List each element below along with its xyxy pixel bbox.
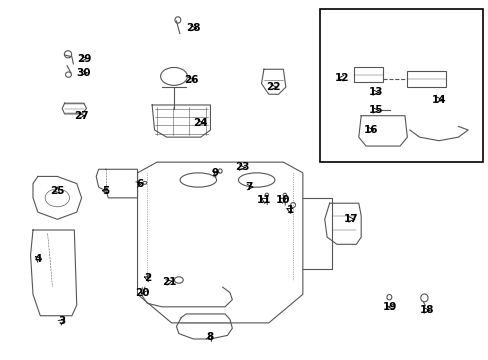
Text: 16: 16 (363, 125, 377, 135)
Text: 4: 4 (34, 253, 41, 264)
Text: 12: 12 (334, 73, 348, 83)
Text: 30: 30 (77, 68, 91, 78)
Text: 21: 21 (162, 277, 176, 287)
Text: 22: 22 (266, 82, 280, 92)
Text: 24: 24 (193, 118, 207, 128)
Text: 6: 6 (136, 179, 143, 189)
Text: 7: 7 (245, 182, 252, 192)
Text: 26: 26 (183, 75, 198, 85)
Text: 3: 3 (59, 316, 66, 326)
Text: 23: 23 (234, 162, 249, 172)
Text: 19: 19 (383, 302, 397, 312)
Text: 27: 27 (74, 111, 89, 121)
Text: 18: 18 (419, 305, 433, 315)
Bar (407, 71, 446, 87)
Text: 17: 17 (344, 214, 358, 224)
Text: 10: 10 (276, 195, 290, 204)
Text: 2: 2 (143, 273, 151, 283)
Text: 28: 28 (186, 23, 200, 33)
Text: 8: 8 (206, 332, 214, 342)
Text: 9: 9 (211, 168, 219, 178)
Text: 14: 14 (431, 95, 446, 105)
Text: 25: 25 (50, 186, 64, 196)
Text: 15: 15 (368, 105, 382, 115)
Text: 5: 5 (102, 186, 109, 196)
Bar (319, 9, 482, 162)
Text: 20: 20 (135, 288, 149, 297)
Bar (353, 67, 382, 82)
Text: 1: 1 (286, 205, 294, 215)
Text: 29: 29 (77, 54, 91, 64)
Text: 11: 11 (256, 195, 271, 204)
Text: 13: 13 (368, 87, 382, 98)
